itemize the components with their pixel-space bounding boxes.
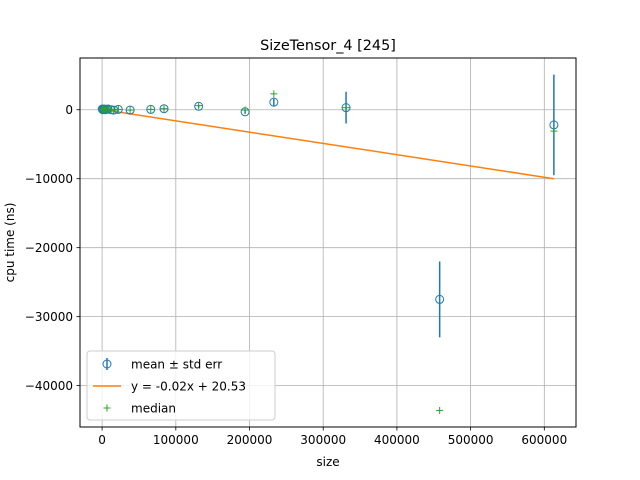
mean-point (159, 104, 169, 114)
x-axis-ticks: 0 100000 200000 300000 400000 500000 600000 (98, 427, 567, 447)
x-tick-label: 100000 (153, 433, 199, 447)
mean-point (125, 105, 135, 115)
y-tick-label: −40000 (25, 379, 73, 393)
y-tick-label: −10000 (25, 172, 73, 186)
median-point (147, 105, 155, 113)
x-tick-label: 600000 (521, 433, 567, 447)
y-tick-label: −20000 (25, 241, 73, 255)
legend-box (86, 350, 276, 421)
median-marker-layer (98, 90, 558, 414)
median-point (114, 105, 122, 113)
x-tick-label: 500000 (448, 433, 494, 447)
mean-point (269, 97, 279, 107)
mean-point (146, 104, 156, 114)
mean-point (435, 294, 445, 304)
plot-frame (79, 57, 577, 428)
median-point (110, 106, 118, 114)
x-tick-label: 0 (98, 433, 106, 447)
median-point (342, 104, 350, 112)
legend: mean ± std err y = -0.02x + 20.53 median (86, 350, 276, 421)
y-tick-label: 0 (65, 103, 73, 117)
mean-point (341, 103, 351, 113)
y-axis-ticks: 0 −10000 −20000 −30000 −40000 (25, 103, 80, 393)
legend-label-median: median (131, 402, 176, 416)
median-point (550, 127, 558, 135)
median-point (126, 106, 134, 114)
x-tick-label: 200000 (227, 433, 273, 447)
median-point (241, 106, 249, 114)
x-tick-label: 400000 (374, 433, 420, 447)
chart-title: SizeTensor_4 [245] (260, 38, 396, 54)
y-tick-label: −30000 (25, 310, 73, 324)
fit-line (102, 108, 555, 180)
legend-label-fit: y = -0.02x + 20.53 (131, 380, 246, 394)
x-axis-title: size (316, 455, 339, 469)
median-point (104, 105, 112, 113)
fit-line-layer (102, 108, 555, 180)
legend-label-mean: mean ± std err (131, 358, 222, 372)
grid (80, 58, 576, 427)
median-point (270, 90, 278, 98)
x-tick-label: 300000 (300, 433, 346, 447)
legend-swatch-mean (102, 359, 112, 369)
y-axis-title: cpu time (ns) (3, 203, 17, 283)
median-point (160, 105, 168, 113)
median-point (436, 406, 444, 414)
median-point (195, 102, 203, 110)
